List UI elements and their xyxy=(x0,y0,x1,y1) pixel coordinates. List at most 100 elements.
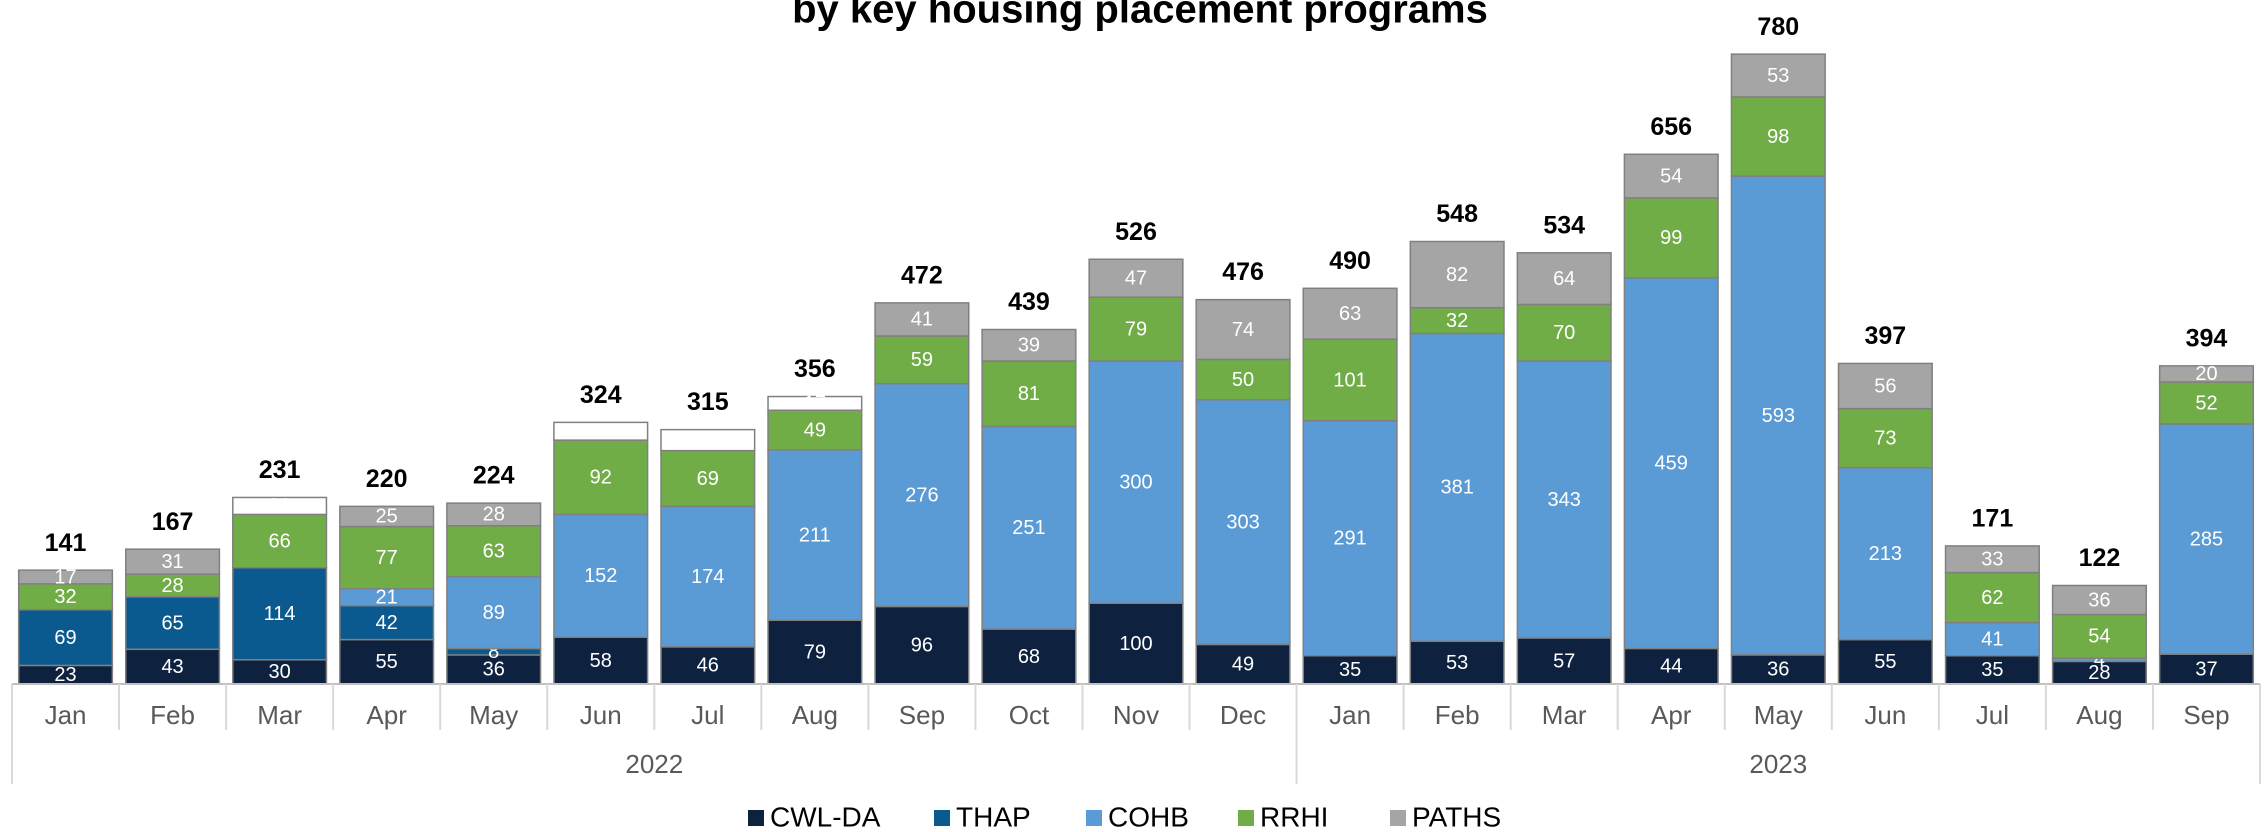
legend-label: PATHS xyxy=(1412,801,1501,832)
data-label: 41 xyxy=(911,309,933,331)
x-tick-label: Jan xyxy=(1329,700,1371,730)
data-label: 89 xyxy=(483,602,505,624)
bar-segment xyxy=(1195,358,1291,401)
data-label: 30 xyxy=(268,661,290,683)
x-tick-label: Aug xyxy=(792,700,838,730)
x-tick-label: Jun xyxy=(1864,700,1906,730)
data-label: 42 xyxy=(376,612,398,634)
bar-segment xyxy=(1623,647,1719,685)
data-label: 8 xyxy=(488,641,499,663)
data-label: 114 xyxy=(264,603,296,625)
data-label: 47 xyxy=(1125,268,1147,290)
total-label: 476 xyxy=(1222,258,1264,286)
bar-segment xyxy=(1088,360,1184,604)
bar-segment xyxy=(553,636,649,685)
data-label: 22 xyxy=(590,421,612,443)
bar-segment xyxy=(1088,296,1184,362)
bar-segment xyxy=(1409,240,1505,309)
bar-segment xyxy=(2158,365,2255,383)
data-label: 39 xyxy=(1018,335,1040,357)
x-tick-label: Mar xyxy=(257,700,302,730)
legend-swatch xyxy=(1238,810,1254,826)
bar-segment xyxy=(1409,332,1505,642)
bar-segment xyxy=(553,439,649,516)
data-label: 152 xyxy=(584,565,617,587)
bar-segment xyxy=(339,525,435,590)
bar-segment xyxy=(1623,153,1719,199)
data-label: 28 xyxy=(161,575,183,597)
bar-segment xyxy=(124,648,221,685)
bar-segment xyxy=(1837,638,1933,685)
bar-segment xyxy=(660,428,756,452)
data-label: 459 xyxy=(1655,452,1688,474)
data-label: 28 xyxy=(2088,662,2110,684)
data-label: 17 xyxy=(54,566,76,588)
data-label: 69 xyxy=(697,468,719,490)
bar-segment xyxy=(1195,399,1291,646)
bar-segment xyxy=(1302,654,1398,685)
bar-segment xyxy=(874,335,970,385)
data-label: 174 xyxy=(691,566,724,588)
bar-segment xyxy=(767,409,863,451)
x-tick-label: Oct xyxy=(1009,700,1050,730)
data-label: 52 xyxy=(2195,392,2217,414)
data-label: 81 xyxy=(1018,383,1040,405)
x-tick-label: Jul xyxy=(691,700,724,730)
data-label: 49 xyxy=(804,419,826,441)
data-label: 251 xyxy=(1012,517,1045,539)
bar-segment xyxy=(446,575,542,650)
data-label: 33 xyxy=(1981,549,2003,571)
bar-segment xyxy=(767,619,863,685)
data-label: 300 xyxy=(1119,471,1152,493)
data-label: 66 xyxy=(268,530,290,552)
x-tick-label: Feb xyxy=(150,700,195,730)
bar-segment xyxy=(17,569,114,585)
bar-segment xyxy=(1409,640,1505,685)
data-label: 4 xyxy=(2094,649,2105,671)
data-label: 69 xyxy=(54,627,76,649)
total-label: 534 xyxy=(1543,211,1585,239)
data-label: 65 xyxy=(161,612,183,634)
bar-segment xyxy=(1730,53,1826,98)
bar-segment xyxy=(124,548,221,575)
legend-swatch xyxy=(748,810,764,826)
data-label: 32 xyxy=(1446,310,1468,332)
data-label: 213 xyxy=(1869,543,1902,565)
bar-segment xyxy=(874,382,970,608)
bar-segment xyxy=(1944,621,2040,657)
data-label: 46 xyxy=(697,655,719,677)
x-tick-label: Jan xyxy=(45,700,87,730)
bar-segment xyxy=(2158,381,2255,425)
data-label: 101 xyxy=(1333,369,1366,391)
bar-segment xyxy=(339,604,435,641)
bar-segment xyxy=(1302,287,1398,340)
x-tick-label: Nov xyxy=(1113,700,1159,730)
x-tick-label: Jun xyxy=(580,700,622,730)
total-label: 780 xyxy=(1757,13,1799,41)
bar-segment xyxy=(553,421,649,441)
data-label: 77 xyxy=(376,547,398,569)
data-label: 59 xyxy=(911,349,933,371)
legend-swatch xyxy=(1086,810,1102,826)
data-label: 20 xyxy=(2195,363,2217,385)
data-label: 37 xyxy=(2195,658,2217,680)
bar-segment xyxy=(1516,637,1612,685)
total-label: 231 xyxy=(259,456,301,484)
x-tick-label: Apr xyxy=(1651,700,1692,730)
total-label: 472 xyxy=(901,261,943,289)
chart-title: by key housing placement programs xyxy=(792,0,1488,32)
data-label: 70 xyxy=(1553,322,1575,344)
data-label: 92 xyxy=(590,467,612,489)
group-label: 2022 xyxy=(625,749,683,779)
data-label: 53 xyxy=(1767,65,1789,87)
data-label: 291 xyxy=(1333,528,1366,550)
data-label: 49 xyxy=(1232,653,1254,675)
total-label: 394 xyxy=(2186,324,2228,352)
data-label: 41 xyxy=(1981,628,2003,650)
data-label: 32 xyxy=(54,586,76,608)
data-label: 54 xyxy=(2088,626,2110,648)
data-label: 100 xyxy=(1119,633,1152,655)
data-label: 303 xyxy=(1226,511,1259,533)
total-label: 548 xyxy=(1436,200,1478,228)
total-label: 324 xyxy=(580,381,622,409)
